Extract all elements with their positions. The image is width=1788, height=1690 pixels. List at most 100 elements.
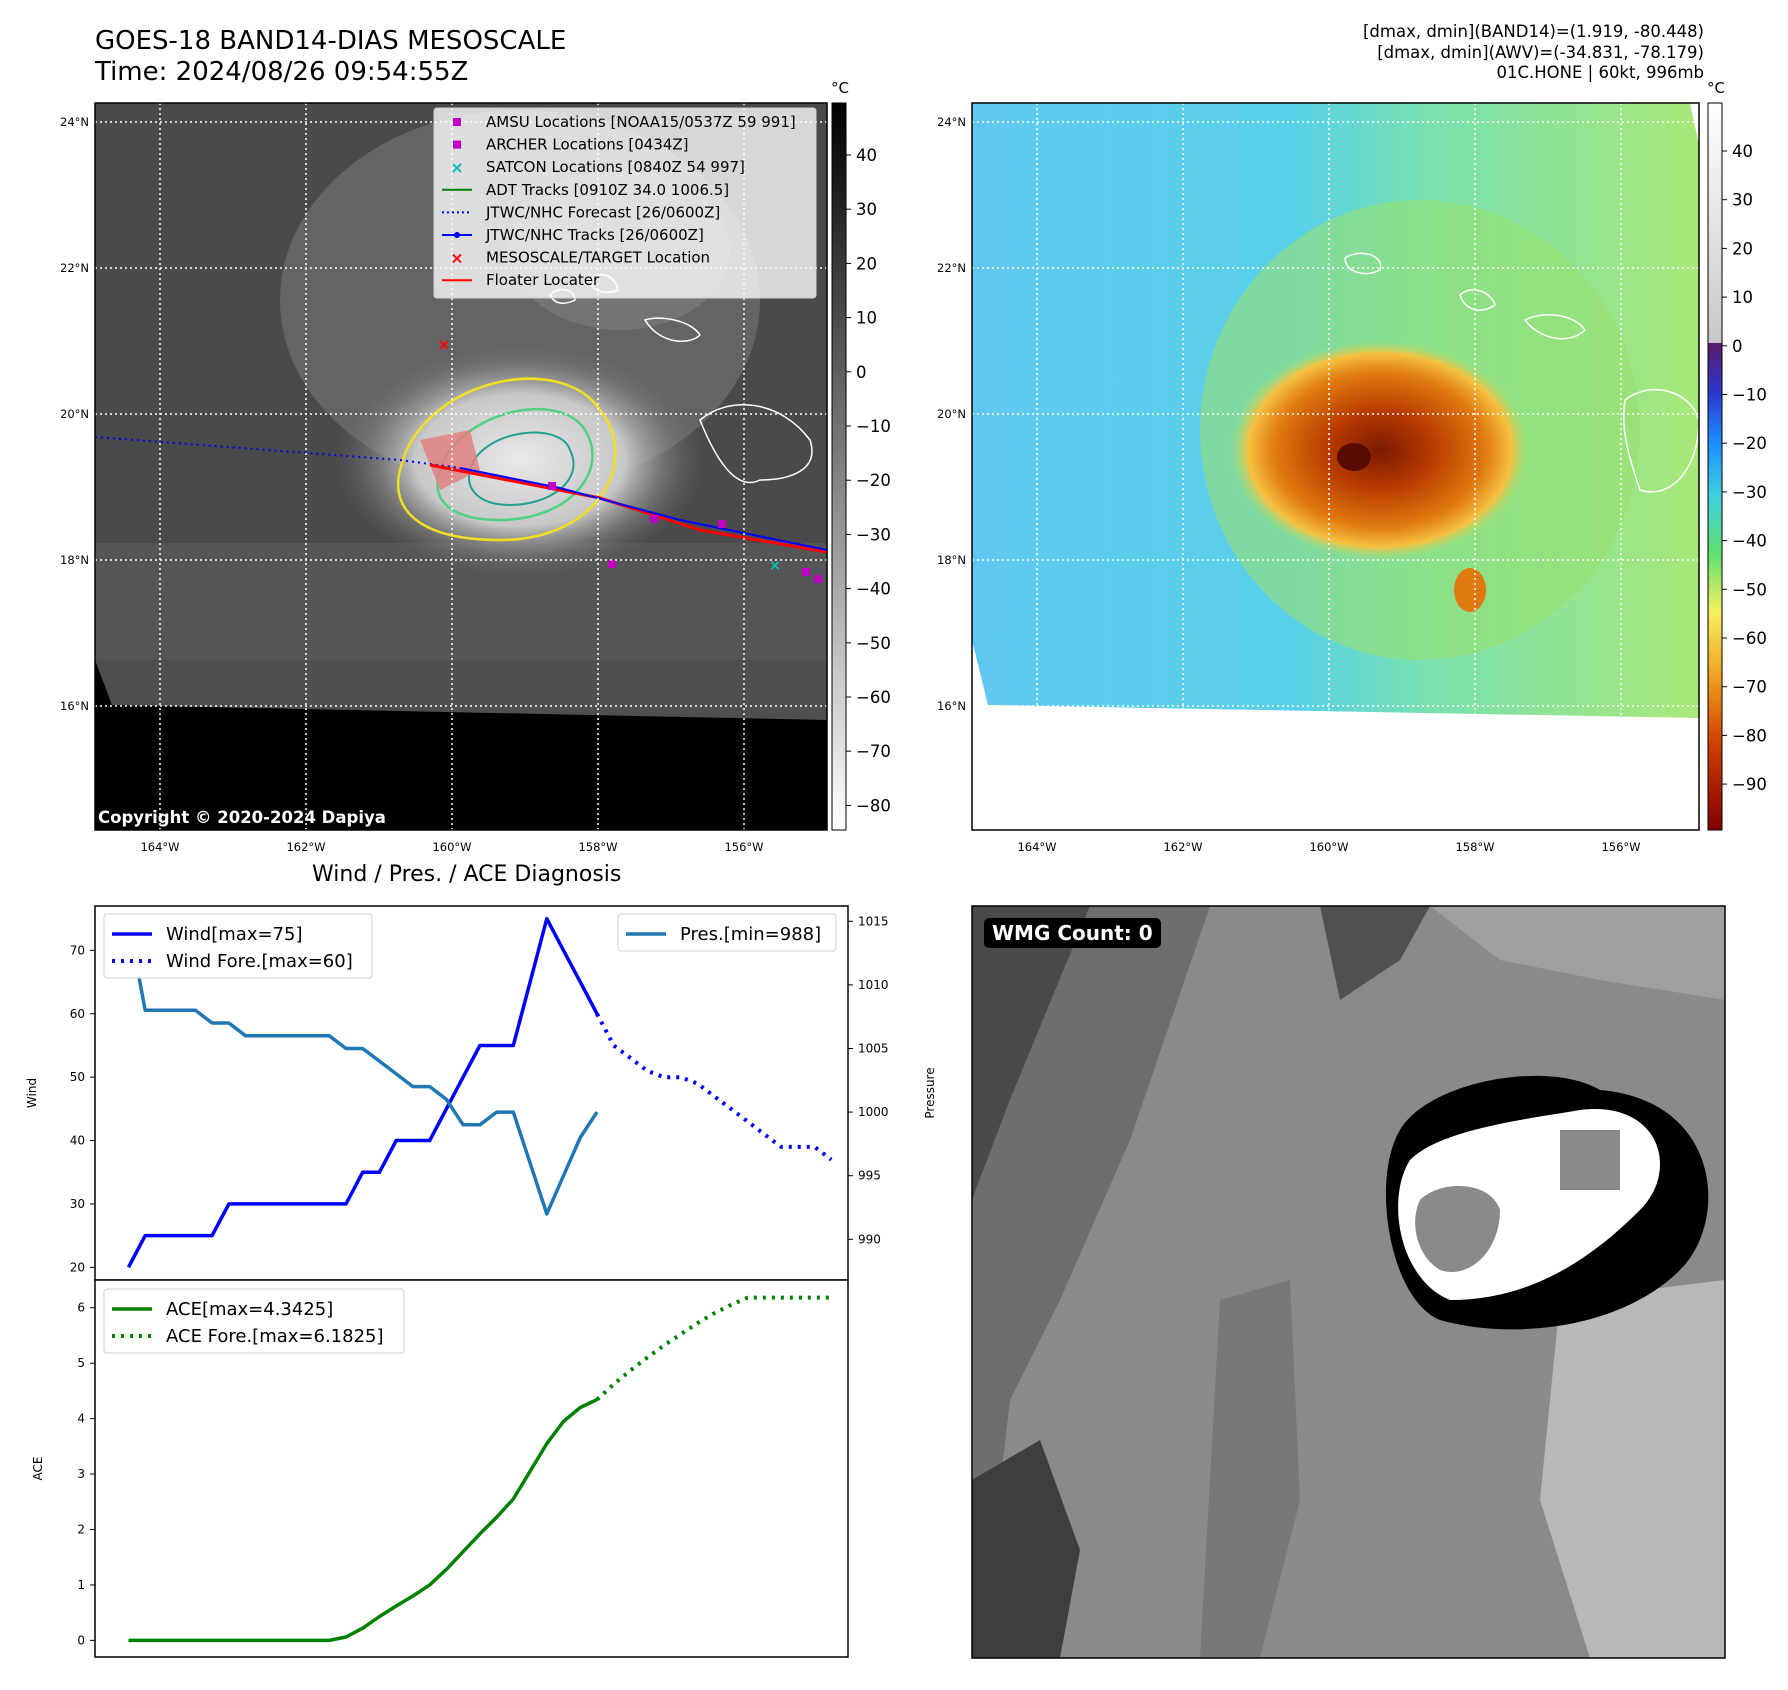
awv-storm-core: [1230, 340, 1530, 560]
legend-entry: Floater Locater: [442, 271, 600, 289]
series-wind-fore: [595, 1012, 833, 1162]
legend-entry: JTWC/NHC Tracks [26/0600Z]: [442, 226, 704, 244]
ir-colorbar: °C 40 30 20 10 0 −10 −20 −30 −40 −50 −60 −70 −80: [831, 79, 891, 831]
satcon-marker: ×: [769, 558, 781, 574]
legend-label: JTWC/NHC Forecast [26/0600Z]: [485, 203, 720, 221]
ir-colorbar-tick: −60: [856, 688, 891, 707]
ace-axis-tick: 3: [77, 1467, 85, 1481]
chart-legend-entry: ACE[max=4.3425]: [112, 1299, 333, 1320]
awv-map-lon-label: 158°W: [1455, 840, 1494, 854]
awv-colorbar-tick: 0: [1732, 337, 1743, 356]
map-legend: AMSU Locations [NOAA15/0537Z 59 991] ARCH…: [433, 107, 817, 299]
chart-legend-entry: Pres.[min=988]: [626, 924, 821, 945]
awv-colorbar-tick: −10: [1732, 386, 1767, 405]
chart-legend-entry: Wind[max=75]: [112, 924, 303, 945]
awv-map-lon-labels: 164°W 162°W 160°W 158°W 156°W: [1017, 840, 1640, 854]
legend-marker: [453, 118, 461, 126]
wind-axis-tick: 60: [70, 1007, 85, 1021]
ir-colorbar-tick: −80: [856, 796, 891, 815]
ir-colorbar-tick: −50: [856, 634, 891, 653]
awv-colorbar-tick: 40: [1732, 142, 1753, 161]
awv-colorbar-tick: −40: [1732, 532, 1767, 551]
awv-colorbar-tick: −30: [1732, 483, 1767, 502]
diagnosis-chart-title: Wind / Pres. / ACE Diagnosis: [312, 862, 622, 887]
floater-track: [429, 463, 827, 554]
ir-map-lat-label: 20°N: [60, 407, 89, 421]
legend-label: ADT Tracks [0910Z 34.0 1006.5]: [486, 181, 729, 199]
legend-entry: ARCHER Locations [0434Z]: [453, 136, 689, 154]
amsu-marker: [548, 482, 556, 490]
legend-marker: ×: [450, 158, 463, 177]
awv-colorbar-tick: 30: [1732, 191, 1753, 210]
awv-map-lat-label: 24°N: [937, 115, 966, 129]
stat-line-2: [dmax, dmin](AWV)=(-34.831, -78.179): [1377, 42, 1704, 62]
ir-colorbar-tick: 40: [856, 146, 877, 165]
chart-legend-label: Wind[max=75]: [166, 924, 303, 945]
ir-colorbar-tick: 10: [856, 309, 877, 328]
awv-colorbar-tick: −70: [1732, 678, 1767, 697]
legend-label: MESOSCALE/TARGET Location: [486, 249, 710, 267]
stats-block: [dmax, dmin](BAND14)=(1.919, -80.448) [d…: [1363, 22, 1704, 84]
legend-label: Floater Locater: [486, 271, 600, 289]
copyright-text: Copyright © 2020-2024 Dapiya: [98, 808, 386, 827]
awv-map-lon-label: 164°W: [1017, 840, 1056, 854]
no-data-region: [95, 660, 827, 830]
wmg-count-badge: WMG Count: 0: [984, 918, 1161, 948]
wind-axis-tick: 30: [70, 1197, 85, 1211]
stat-line-1: [dmax, dmin](BAND14)=(1.919, -80.448): [1362, 22, 1704, 41]
awv-map-gridlines: [972, 103, 1699, 830]
awv-colorbar-tick: −90: [1732, 775, 1767, 794]
pressure-axis-label: Pressure: [923, 1067, 937, 1118]
chart-legend-label: Pres.[min=988]: [680, 924, 821, 945]
archer-marker: [608, 560, 616, 568]
storm-cloud: [330, 340, 710, 580]
figure-title: GOES-18 BAND14-DIAS MESOSCALE Time: 2024…: [95, 26, 566, 88]
awv-colorbar-tick: 10: [1732, 288, 1753, 307]
wind-axis-tick: 50: [70, 1070, 85, 1084]
awv-map-lon-label: 162°W: [1163, 840, 1202, 854]
big-island-outline: [699, 403, 813, 484]
ir-map-panel: × × 24°N 22°N 20°N 18°N 16°N 164°W 162°W 160°W…: [60, 102, 828, 854]
wmg-panel: [971, 905, 1726, 1659]
ace-axis-tick: 4: [77, 1412, 85, 1426]
ace-axis-tick: 0: [77, 1633, 85, 1647]
ir-colorbar-unit: °C: [831, 79, 849, 97]
awv-colorbar-tick: 20: [1732, 239, 1753, 258]
ir-map-lat-labels: 24°N 22°N 20°N 18°N 16°N: [60, 115, 89, 713]
legend-entry: × MESOSCALE/TARGET Location: [450, 249, 710, 268]
chart-legend-entry: Wind Fore.[max=60]: [112, 951, 353, 972]
chart-legend-label: ACE[max=4.3425]: [166, 1299, 333, 1320]
title-line-1: GOES-18 BAND14-DIAS MESOSCALE: [95, 26, 567, 56]
chart-legend-entry: ACE Fore.[max=6.1825]: [112, 1326, 384, 1347]
awv-colorbar-tick: −20: [1732, 434, 1767, 453]
pressure-axis-tick: 1010: [858, 978, 889, 992]
pressure-axis-tick: 1015: [858, 914, 889, 928]
ir-colorbar-tick: −30: [856, 525, 891, 544]
ir-colorbar-tick: 0: [856, 363, 867, 382]
awv-map-lon-label: 156°W: [1601, 840, 1640, 854]
ace-chart: 0 1 2 3 4 5 6 ACE ACE[max=4.3425] ACE Fore.[max=6…: [31, 1279, 849, 1658]
ace-axis-tick: 6: [77, 1301, 85, 1315]
legend-entry: JTWC/NHC Forecast [26/0600Z]: [442, 203, 720, 221]
legend-label: JTWC/NHC Tracks [26/0600Z]: [485, 226, 704, 244]
legend-entry: ADT Tracks [0910Z 34.0 1006.5]: [442, 181, 729, 199]
ace-axis-tick: 5: [77, 1356, 85, 1370]
legend-marker: ×: [450, 249, 463, 268]
awv-colorbar: °C 40 30 20 10 0 −10 −20 −30 −40 −50 −60 −70 −80 −90: [1707, 79, 1767, 831]
ir-map-lat-label: 22°N: [60, 261, 89, 275]
ace-axis-tick: 2: [77, 1522, 85, 1536]
awv-colorbar-unit: °C: [1707, 79, 1725, 97]
pressure-axis-tick: 990: [858, 1232, 881, 1246]
wind-pressure-chart: 20 30 40 50 60 70 990 995 1000 1005 1010 1015 Wind Pr…: [25, 905, 937, 1281]
legend-entry: AMSU Locations [NOAA15/0537Z 59 991]: [453, 113, 796, 131]
ace-axis-label: ACE: [31, 1457, 45, 1481]
ir-colorbar-tick: −20: [856, 471, 891, 490]
pressure-axis-tick: 1005: [858, 1041, 889, 1055]
chart-legend-label: ACE Fore.[max=6.1825]: [166, 1326, 384, 1347]
awv-map-lat-label: 18°N: [937, 553, 966, 567]
wmg-light-region: [1540, 1280, 1725, 1658]
legend-label: ARCHER Locations [0434Z]: [486, 136, 689, 154]
ir-map-lon-label: 160°W: [432, 840, 471, 854]
legend-marker: [453, 140, 461, 149]
